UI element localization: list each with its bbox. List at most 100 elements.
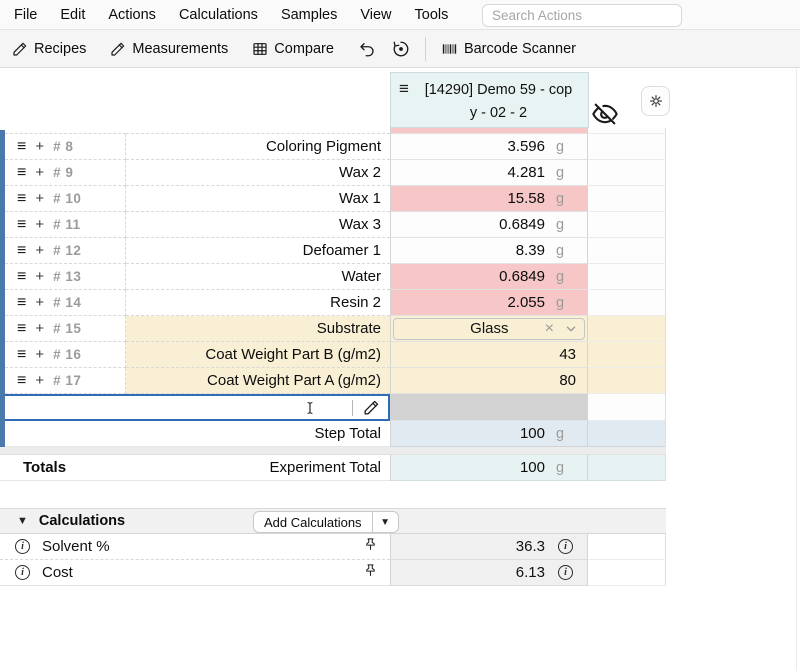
drag-handle-icon[interactable]: ≡ bbox=[17, 241, 27, 259]
compare-button[interactable]: Compare bbox=[252, 41, 334, 57]
row-handle[interactable]: ≡ + # 17 bbox=[0, 368, 126, 394]
info-icon[interactable]: i bbox=[558, 539, 573, 554]
row-handle[interactable]: ≡ + # 16 bbox=[0, 342, 126, 368]
recipes-button[interactable]: Recipes bbox=[12, 41, 86, 57]
row-handle[interactable]: ≡ + # 13 bbox=[0, 264, 126, 290]
substrate-select[interactable]: Glass × bbox=[393, 317, 585, 340]
ingredient-name-cell[interactable]: Coat Weight Part B (g/m2) bbox=[126, 342, 390, 368]
drag-handle-icon[interactable]: ≡ bbox=[17, 189, 27, 207]
row-handle[interactable]: ≡ + # 12 bbox=[0, 238, 126, 264]
amount-cell[interactable]: 4.281 g bbox=[390, 160, 588, 186]
ingredient-name-cell[interactable]: Water bbox=[126, 264, 390, 290]
row-handle[interactable]: ≡ + # 8 bbox=[0, 134, 126, 160]
menu-actions[interactable]: Actions bbox=[108, 6, 156, 23]
new-ingredient-input[interactable] bbox=[0, 394, 390, 421]
empty-cell[interactable] bbox=[588, 238, 666, 264]
menu-tools[interactable]: Tools bbox=[414, 6, 449, 23]
unit-label: g bbox=[556, 294, 565, 311]
add-row-icon[interactable]: + bbox=[35, 216, 45, 233]
menu-view[interactable]: View bbox=[360, 6, 392, 23]
drag-handle-icon[interactable]: ≡ bbox=[17, 345, 27, 363]
info-icon[interactable]: i bbox=[15, 565, 30, 580]
drag-handle-icon[interactable]: ≡ bbox=[17, 137, 27, 155]
pencil-icon[interactable] bbox=[363, 399, 380, 416]
ingredient-name-cell[interactable]: Wax 3 bbox=[126, 212, 390, 238]
drag-handle-icon[interactable]: ≡ bbox=[17, 293, 27, 311]
totals-row: Totals Experiment Total 100 g bbox=[0, 455, 666, 481]
undo-button[interactable] bbox=[358, 40, 376, 58]
info-icon[interactable]: i bbox=[558, 565, 573, 580]
sample-column-header[interactable]: ≡ [14290] Demo 59 - cop y - 02 - 2 bbox=[390, 72, 589, 128]
hide-column-button[interactable] bbox=[591, 100, 619, 128]
add-row-icon[interactable]: + bbox=[35, 346, 45, 363]
column-menu-icon[interactable]: ≡ bbox=[399, 79, 409, 98]
clear-icon[interactable]: × bbox=[544, 319, 554, 337]
empty-cell[interactable] bbox=[588, 290, 666, 316]
row-handle[interactable]: ≡ + # 11 bbox=[0, 212, 126, 238]
amount-cell-highlighted[interactable]: 15.58 g bbox=[390, 186, 588, 212]
goal-seek-button[interactable] bbox=[392, 40, 410, 58]
search-input[interactable] bbox=[482, 4, 682, 27]
add-calculations-dropdown[interactable]: ▼ bbox=[372, 511, 399, 533]
column-settings-button[interactable] bbox=[641, 86, 670, 116]
empty-cell[interactable] bbox=[588, 264, 666, 290]
ingredient-name-cell[interactable]: Coat Weight Part A (g/m2) bbox=[126, 368, 390, 394]
add-row-icon[interactable]: + bbox=[35, 372, 45, 389]
drag-handle-icon[interactable]: ≡ bbox=[17, 215, 27, 233]
pencil-icon bbox=[13, 42, 27, 56]
menu-file[interactable]: File bbox=[14, 6, 38, 23]
empty-cell[interactable] bbox=[588, 134, 666, 160]
row-handle[interactable]: ≡ + # 14 bbox=[0, 290, 126, 316]
empty-cell[interactable] bbox=[588, 342, 666, 368]
empty-cell[interactable] bbox=[588, 212, 666, 238]
menu-edit[interactable]: Edit bbox=[60, 6, 86, 23]
ingredient-name-cell[interactable]: Wax 1 bbox=[126, 186, 390, 212]
empty-cell[interactable] bbox=[588, 368, 666, 394]
add-calculations-button[interactable]: Add Calculations bbox=[253, 511, 373, 533]
add-row-icon[interactable]: + bbox=[35, 320, 45, 337]
ingredient-name-cell[interactable]: Substrate bbox=[126, 316, 390, 342]
drag-handle-icon[interactable]: ≡ bbox=[17, 267, 27, 285]
totals-section: Totals Experiment Total 100 g bbox=[0, 455, 666, 481]
amount-cell[interactable]: 0.6849 g bbox=[390, 212, 588, 238]
calculation-value-cell[interactable]: 6.13 i bbox=[390, 560, 588, 586]
amount-cell[interactable]: 43 bbox=[390, 342, 588, 368]
add-row-icon[interactable]: + bbox=[35, 138, 45, 155]
row-handle[interactable]: ≡ + # 10 bbox=[0, 186, 126, 212]
add-row-icon[interactable]: + bbox=[35, 242, 45, 259]
empty-cell[interactable] bbox=[588, 186, 666, 212]
ingredient-name-cell[interactable]: Coloring Pigment bbox=[126, 134, 390, 160]
empty-cell[interactable] bbox=[588, 160, 666, 186]
amount-cell-highlighted[interactable]: 2.055 g bbox=[390, 290, 588, 316]
ingredient-name-cell[interactable]: Wax 2 bbox=[126, 160, 390, 186]
amount-cell[interactable]: 80 bbox=[390, 368, 588, 394]
amount-cell[interactable]: 3.596 g bbox=[390, 134, 588, 160]
amount-cell[interactable]: 8.39 g bbox=[390, 238, 588, 264]
info-icon[interactable]: i bbox=[15, 539, 30, 554]
add-row-icon[interactable]: + bbox=[35, 268, 45, 285]
measurements-button[interactable]: Measurements bbox=[110, 41, 228, 57]
add-row-icon[interactable]: + bbox=[35, 294, 45, 311]
calculation-value-cell[interactable]: 36.3 i bbox=[390, 534, 588, 560]
chevron-down-icon[interactable] bbox=[564, 322, 578, 336]
drag-handle-icon[interactable]: ≡ bbox=[17, 319, 27, 337]
barcode-scanner-button[interactable]: Barcode Scanner bbox=[441, 41, 576, 57]
pin-button[interactable] bbox=[363, 563, 378, 582]
menu-calculations[interactable]: Calculations bbox=[178, 6, 258, 23]
experiment-total-label: Experiment Total bbox=[126, 455, 390, 481]
ingredient-name-cell[interactable]: Resin 2 bbox=[126, 290, 390, 316]
menu-samples[interactable]: Samples bbox=[280, 6, 338, 23]
pin-button[interactable] bbox=[363, 537, 378, 556]
add-row-icon[interactable]: + bbox=[35, 164, 45, 181]
drag-handle-icon[interactable]: ≡ bbox=[17, 163, 27, 181]
row-handle[interactable]: ≡ + # 9 bbox=[0, 160, 126, 186]
collapse-triangle-icon[interactable]: ▼ bbox=[17, 515, 28, 527]
drag-handle-icon[interactable]: ≡ bbox=[17, 371, 27, 389]
amount-cell-highlighted[interactable]: 0.6849 g bbox=[390, 264, 588, 290]
row-handle[interactable]: ≡ + # 15 bbox=[0, 316, 126, 342]
empty-cell[interactable] bbox=[588, 316, 666, 342]
add-row-icon[interactable]: + bbox=[35, 190, 45, 207]
empty-cell[interactable] bbox=[588, 394, 666, 421]
ingredient-name-cell[interactable]: Defoamer 1 bbox=[126, 238, 390, 264]
pencil-icon bbox=[111, 42, 125, 56]
